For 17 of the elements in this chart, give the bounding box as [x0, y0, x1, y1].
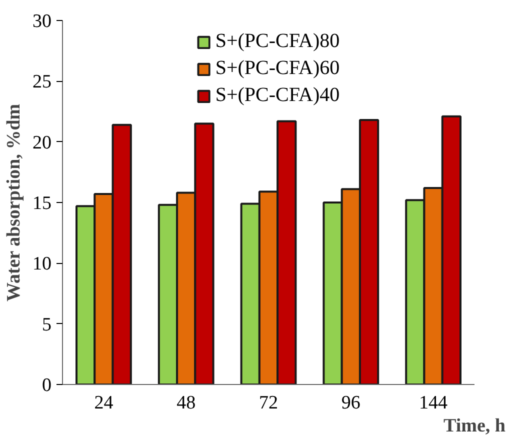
y-tick-label: 15	[32, 193, 52, 214]
y-tick-label: 25	[32, 72, 52, 93]
x-axis-title: Time, h	[444, 416, 506, 436]
y-tick-label: 0	[42, 375, 52, 396]
y-tick-label: 5	[42, 314, 52, 336]
x-tick-label: 144	[419, 392, 448, 414]
legend-label: S+(PC-CFA)40	[215, 84, 340, 107]
legend-label: S+(PC-CFA)80	[215, 30, 340, 53]
y-tick-label: 30	[32, 11, 52, 32]
y-tick-label: 20	[32, 132, 52, 154]
x-tick-label: 96	[341, 392, 360, 414]
y-axis-title: Water absorption, %dm	[4, 104, 24, 302]
x-tick-label: 24	[94, 392, 114, 414]
x-tick-label: 48	[176, 392, 196, 414]
y-tick-label: 10	[32, 254, 52, 275]
x-tick-label: 72	[259, 392, 278, 414]
legend-label: S+(PC-CFA)60	[215, 57, 340, 80]
